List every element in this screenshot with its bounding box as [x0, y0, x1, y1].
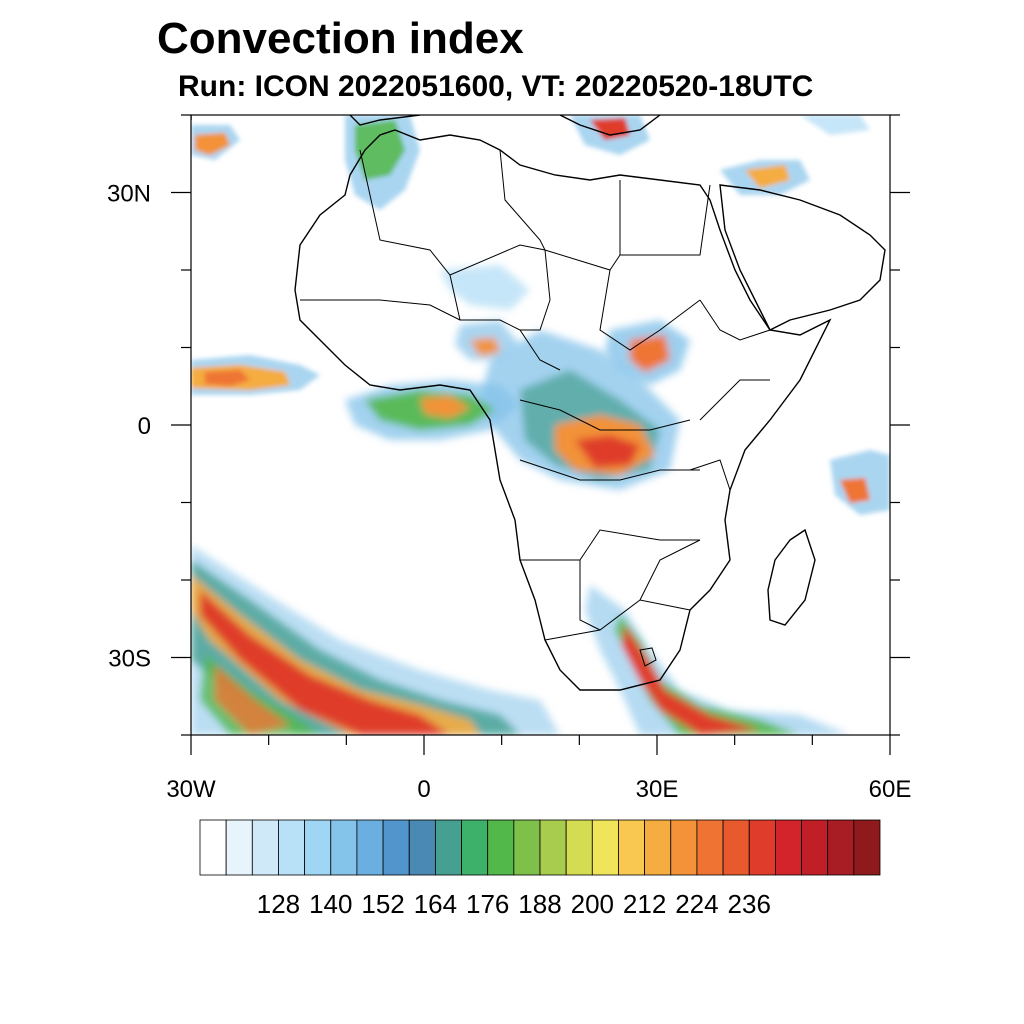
colorbar-label: 152	[361, 889, 404, 919]
colorbar-swatch	[461, 819, 489, 876]
colorbar-swatch	[722, 819, 750, 876]
x-tick-label: 30W	[166, 776, 216, 803]
colorbar-swatch	[853, 819, 881, 876]
colorbar-swatch	[801, 819, 829, 876]
convection-band-south-atlantic	[191, 545, 560, 735]
colorbar-swatch	[565, 819, 593, 876]
colorbar-label: 236	[728, 889, 771, 919]
colorbar-label: 188	[518, 889, 561, 919]
colorbar-swatch	[748, 819, 776, 876]
colorbar-swatch	[251, 819, 279, 876]
chart-title: Convection index	[157, 14, 524, 63]
colorbar-label: 140	[309, 889, 352, 919]
country-borders	[300, 149, 771, 667]
convection-atlantic-west	[191, 355, 320, 395]
x-tick-label: 60E	[869, 776, 912, 803]
colorbar-swatch	[696, 819, 724, 876]
convection-field	[191, 115, 890, 735]
colorbar-swatch	[618, 819, 646, 876]
x-tick-label: 30E	[636, 776, 679, 803]
colorbar-label: 212	[623, 889, 666, 919]
y-axis-ticks: 30N 0 30S	[107, 114, 910, 736]
colorbar-swatch	[670, 819, 698, 876]
colorbar-swatch	[278, 819, 306, 876]
colorbar-swatch	[434, 819, 462, 876]
colorbar-swatch	[539, 819, 567, 876]
colorbar-swatch	[330, 819, 358, 876]
convection-gulf-of-guinea	[345, 265, 530, 440]
colorbar-swatch	[827, 819, 855, 876]
colorbar-swatch	[408, 819, 436, 876]
colorbar-label: 224	[675, 889, 718, 919]
x-tick-label: 0	[417, 776, 430, 803]
convection-band-southeast-africa	[585, 585, 850, 735]
x-axis-ticks: 30W 0 30E 60E	[166, 735, 912, 803]
colorbar-label: 164	[414, 889, 457, 919]
colorbar-label: 128	[257, 889, 300, 919]
convection-indian-ocean	[830, 450, 890, 515]
colorbar: 128 140 152 164 176 188 200 212 224 236	[199, 819, 881, 919]
y-tick-label: 30S	[108, 646, 151, 673]
colorbar-swatch	[199, 819, 227, 876]
colorbar-swatch	[304, 819, 332, 876]
coastlines	[191, 115, 886, 691]
colorbar-swatch	[356, 819, 384, 876]
colorbar-swatch	[225, 819, 253, 876]
colorbar-swatch	[591, 819, 619, 876]
chart-subtitle: Run: ICON 2022051600, VT: 20220520-18UTC	[178, 70, 814, 103]
colorbar-swatch	[774, 819, 802, 876]
colorbar-label: 200	[571, 889, 614, 919]
colorbar-label: 176	[466, 889, 509, 919]
convection-central-africa	[480, 320, 690, 490]
y-tick-label: 30N	[107, 181, 151, 208]
colorbar-swatch	[487, 819, 515, 876]
colorbar-swatch	[513, 819, 541, 876]
convection-north-africa	[191, 115, 870, 210]
colorbar-swatch	[644, 819, 672, 876]
colorbar-swatch	[382, 819, 410, 876]
y-tick-label: 0	[138, 413, 151, 440]
